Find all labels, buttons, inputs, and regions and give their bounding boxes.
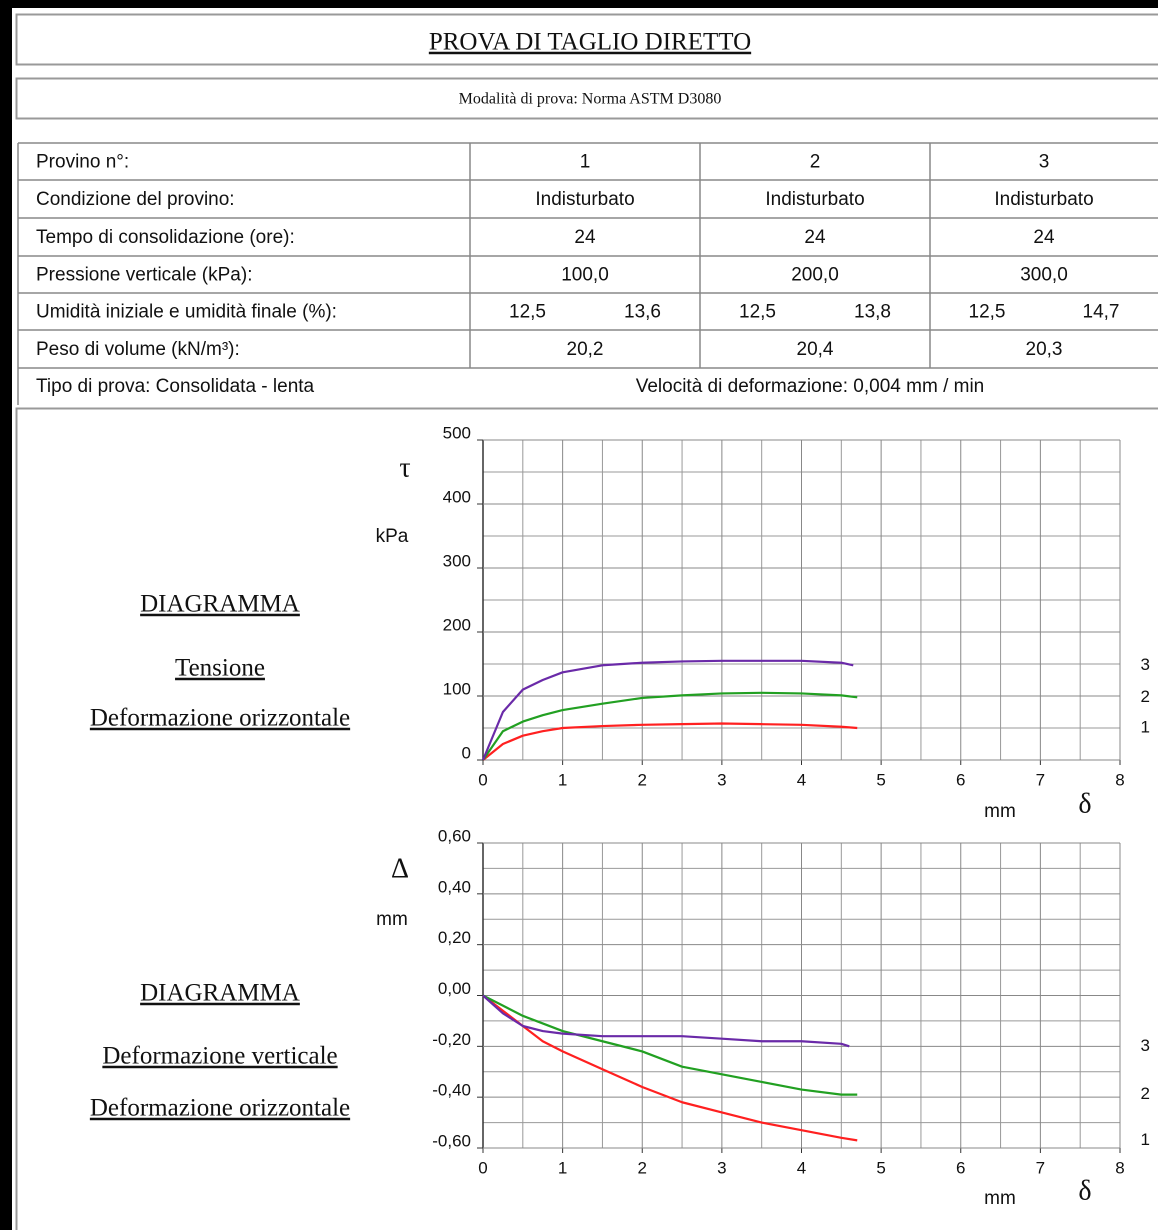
series-line (482, 691, 858, 761)
cell: 2 (810, 152, 821, 173)
row-label: Condizione del provino: (36, 189, 235, 210)
cell: Indisturbato (535, 189, 634, 210)
series-label: 2 (1141, 1084, 1150, 1103)
cell: 13,6 (624, 302, 661, 323)
series-line (481, 659, 854, 761)
y-tick-label: 0,20 (438, 928, 471, 947)
cell: 13,8 (854, 302, 891, 323)
row-label: Peso di volume (kN/m³): (36, 339, 240, 360)
x-axis-unit: mm (984, 801, 1016, 822)
series-label: 2 (1141, 687, 1150, 706)
y-tick-label: 300 (443, 551, 471, 570)
series-line (482, 994, 858, 1096)
series-label: 3 (1141, 1036, 1150, 1055)
cell: Indisturbato (994, 189, 1093, 210)
x-tick-label: 4 (797, 1158, 806, 1177)
series-label: 1 (1141, 1130, 1150, 1149)
x-tick-label: 3 (717, 770, 726, 789)
series-line (482, 994, 850, 1048)
diagram-caption: DIAGRAMMA (140, 980, 300, 1007)
title: PROVA DI TAGLIO DIRETTO (429, 29, 751, 56)
sheet (12, 8, 1158, 1230)
x-tick-label: 1 (558, 770, 567, 789)
x-axis-symbol: δ (1078, 1175, 1091, 1206)
x-tick-label: 8 (1115, 770, 1124, 789)
diagram-caption: Tensione (175, 655, 265, 682)
x-tick-label: 3 (717, 1158, 726, 1177)
cell: 24 (1033, 227, 1055, 248)
x-axis-unit: mm (984, 1188, 1016, 1209)
y-tick-label: 0,60 (438, 826, 471, 845)
diagram-caption: Deformazione orizzontale (90, 705, 350, 732)
cell: 12,5 (509, 302, 546, 323)
diagram-caption: DIAGRAMMA (140, 591, 300, 618)
x-tick-label: 7 (1036, 770, 1045, 789)
cell: 14,7 (1083, 302, 1120, 323)
x-tick-label: 0 (478, 770, 487, 789)
x-tick-label: 7 (1036, 1158, 1045, 1177)
y-tick-label: -0,20 (432, 1030, 471, 1049)
cell: 20,4 (797, 339, 834, 360)
row-label: Umidità iniziale e umidità finale (%): (36, 302, 337, 323)
series-line (482, 722, 858, 761)
y-tick-label: -0,40 (432, 1081, 471, 1100)
cell: 12,5 (739, 302, 776, 323)
row-label: Provino n°: (36, 152, 129, 173)
x-tick-label: 6 (956, 770, 965, 789)
x-tick-label: 6 (956, 1158, 965, 1177)
strain-rate: Velocità di deformazione: 0,004 mm / min (636, 376, 985, 397)
y-tick-label: 500 (443, 423, 471, 442)
subtitle: Modalità di prova: Norma ASTM D3080 (459, 91, 722, 108)
x-tick-label: 4 (797, 770, 806, 789)
x-tick-label: 5 (876, 1158, 885, 1177)
x-tick-label: 0 (478, 1158, 487, 1177)
row-label: Tempo di consolidazione (ore): (36, 227, 295, 248)
x-tick-label: 2 (638, 1158, 647, 1177)
cell: 24 (804, 227, 826, 248)
y-axis-unit: mm (376, 909, 408, 930)
diagram-caption: Deformazione orizzontale (90, 1095, 350, 1122)
subtitle-box (15, 77, 1158, 120)
x-tick-label: 5 (876, 770, 885, 789)
x-axis-symbol: δ (1078, 788, 1091, 819)
y-axis-symbol: Δ (391, 853, 409, 884)
series-label: 1 (1141, 717, 1150, 736)
x-tick-label: 2 (638, 770, 647, 789)
cell: 3 (1039, 152, 1050, 173)
cell: 1 (580, 152, 591, 173)
y-tick-label: 400 (443, 487, 471, 506)
cell: 100,0 (561, 265, 609, 286)
title-box (15, 13, 1158, 66)
y-axis-symbol: τ (399, 452, 410, 483)
y-tick-label: 200 (443, 615, 471, 634)
diagram-caption: Deformazione verticale (102, 1043, 337, 1070)
row-label: Pressione verticale (kPa): (36, 265, 252, 286)
cell: 20,3 (1026, 339, 1063, 360)
y-tick-label: 0,00 (438, 979, 471, 998)
test-type: Tipo di prova: Consolidata - lenta (36, 376, 315, 397)
y-tick-label: 100 (443, 679, 471, 698)
y-tick-label: 0,40 (438, 877, 471, 896)
cell: 200,0 (791, 265, 839, 286)
y-tick-label: -0,60 (432, 1131, 471, 1150)
cell: 20,2 (567, 339, 604, 360)
y-tick-label: 0 (462, 743, 471, 762)
cell: 12,5 (969, 302, 1006, 323)
y-axis-unit: kPa (376, 526, 409, 547)
chart-box (15, 407, 1158, 1230)
x-tick-label: 1 (558, 1158, 567, 1177)
x-tick-label: 8 (1115, 1158, 1124, 1177)
cell: 24 (574, 227, 596, 248)
series-label: 3 (1141, 655, 1150, 674)
cell: Indisturbato (765, 189, 864, 210)
cell: 300,0 (1020, 265, 1068, 286)
